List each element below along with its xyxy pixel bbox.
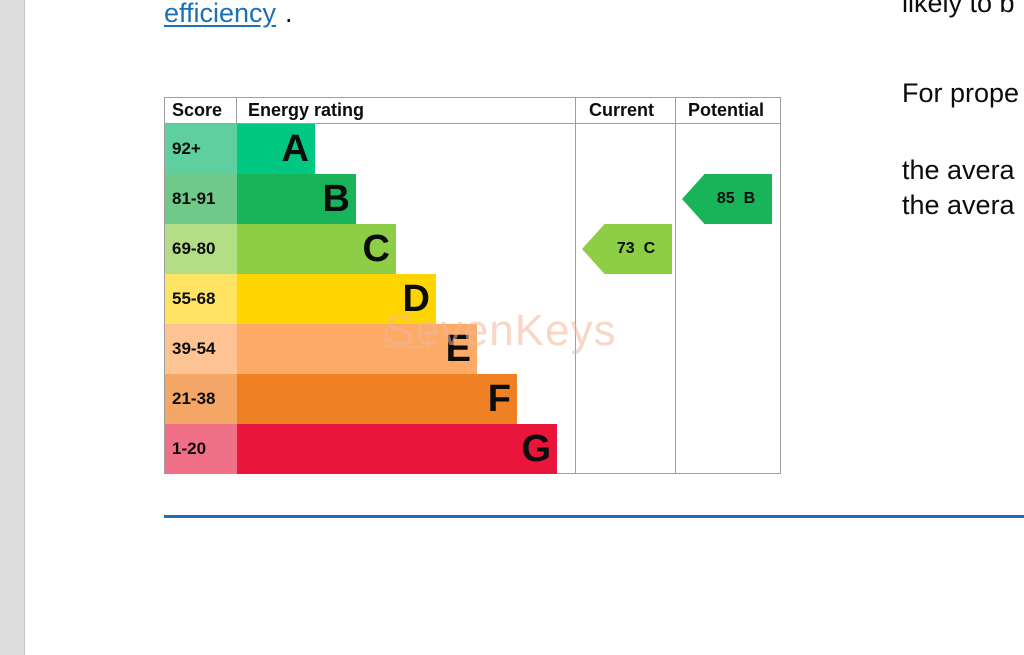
energy-rating-table: Score Energy rating Current Potential 92… bbox=[164, 97, 781, 474]
score-cell: 39-54 bbox=[165, 324, 237, 374]
efficiency-link[interactable]: efficiency bbox=[164, 0, 277, 28]
rating-band-d: D bbox=[237, 274, 436, 324]
right-text-line: likely to b bbox=[902, 0, 1015, 18]
header-score: Score bbox=[172, 100, 223, 120]
rating-band-c: C bbox=[237, 224, 396, 274]
score-cell: 81-91 bbox=[165, 174, 237, 224]
score-cell: 55-68 bbox=[165, 274, 237, 324]
current-rating-arrow: 73 C bbox=[582, 224, 672, 274]
page-gutter bbox=[0, 0, 25, 655]
score-cell: 69-80 bbox=[165, 224, 237, 274]
rating-band-e: E bbox=[237, 324, 477, 374]
score-cell: 92+ bbox=[165, 124, 237, 174]
rating-band-b: B bbox=[237, 174, 356, 224]
score-cell: 21-38 bbox=[165, 374, 237, 424]
right-column-text: likely to b For prope the avera the aver… bbox=[902, 0, 1024, 240]
header-potential: Potential bbox=[688, 100, 765, 120]
section-divider bbox=[164, 515, 1024, 518]
header-divider bbox=[165, 123, 780, 124]
potential-rating-arrow: 85 B bbox=[682, 174, 772, 224]
header-current: Current bbox=[589, 100, 655, 120]
header-energy-rating: Energy rating bbox=[248, 100, 365, 120]
score-cell: 1-20 bbox=[165, 424, 237, 474]
rating-band-a: A bbox=[237, 124, 315, 174]
right-text-line: the avera bbox=[902, 155, 1015, 185]
rating-band-f: F bbox=[237, 374, 517, 424]
right-text-line: For prope bbox=[902, 78, 1020, 108]
column-divider bbox=[675, 98, 676, 473]
column-divider bbox=[575, 98, 576, 473]
right-text-line: the avera bbox=[902, 190, 1015, 220]
watermark: SevenKeys bbox=[385, 306, 617, 355]
potential-rating-label: 85 B bbox=[716, 190, 756, 207]
sentence-period: . bbox=[285, 0, 293, 28]
current-rating-label: 73 C bbox=[616, 240, 656, 257]
watermark-house-icon bbox=[385, 312, 429, 348]
rating-band-g: G bbox=[237, 424, 557, 474]
